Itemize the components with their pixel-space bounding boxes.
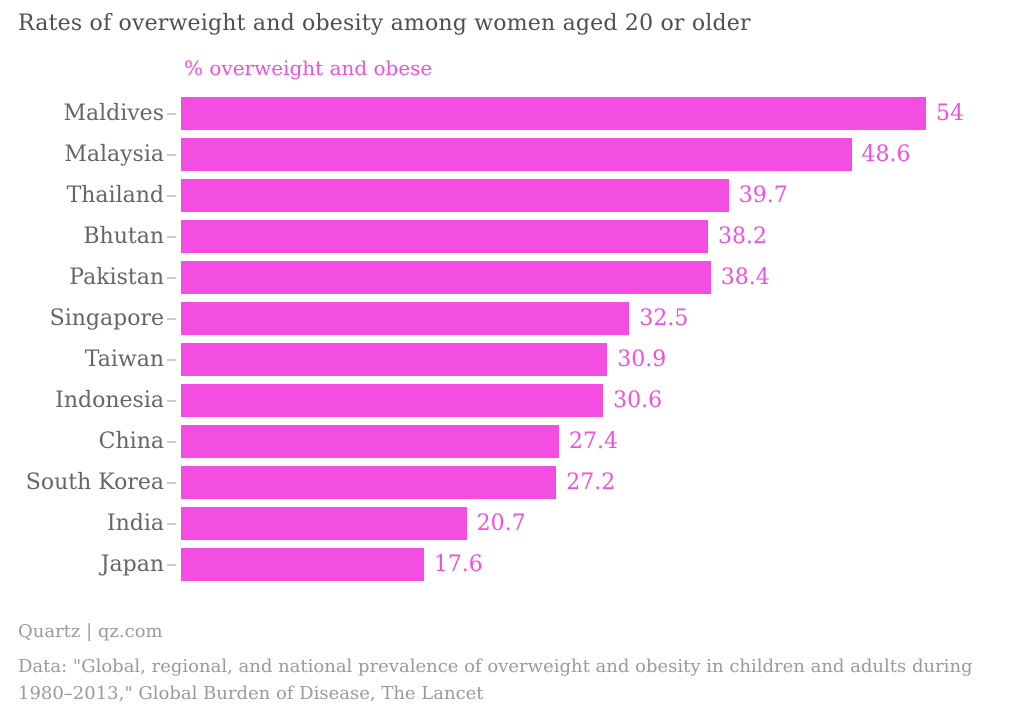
value-label: 32.5 [639,306,689,331]
value-label: 48.6 [861,142,911,167]
bar [181,220,709,253]
bar-row: India 20.7 [0,503,1024,544]
bar-row: China 27.4 [0,421,1024,462]
category-label: Maldives [63,101,164,126]
bar [181,384,604,417]
bar-row: Thailand 39.7 [0,175,1024,216]
bar-row: Malaysia 48.6 [0,134,1024,175]
value-label: 17.6 [433,552,483,577]
axis-tick-mark [167,194,176,197]
axis-tick-mark [167,112,176,115]
value-label: 30.6 [613,388,663,413]
category-label: Taiwan [84,347,164,372]
category-label: Japan [100,552,164,577]
axis-tick-mark [167,522,176,525]
category-label: Singapore [49,306,164,331]
bar [181,466,557,499]
value-label: 38.2 [718,224,767,249]
bar [181,302,630,335]
category-label: Malaysia [64,142,164,167]
chart-title: Rates of overweight and obesity among wo… [18,11,751,36]
axis-tick-mark [167,235,176,238]
value-label: 39.7 [738,183,788,208]
axis-tick-mark [167,440,176,443]
axis-tick-mark [167,563,176,566]
category-label: Bhutan [83,224,164,249]
axis-tick-mark [167,276,176,279]
bar-row: Indonesia 30.6 [0,380,1024,421]
data-note-line-2: 1980–2013," Global Burden of Disease, Th… [18,683,484,704]
bar-row: Maldives 54 [0,93,1024,134]
axis-tick-mark [167,358,176,361]
value-label: 54 [936,101,964,126]
value-label: 20.7 [476,511,526,536]
data-note-line-1: Data: "Global, regional, and national pr… [18,656,973,677]
axis-tick-mark [167,317,176,320]
bar [181,507,467,540]
category-label: Indonesia [55,388,164,413]
bar-row: South Korea 27.2 [0,462,1024,503]
bar-row: Bhutan 38.2 [0,216,1024,257]
category-label: Thailand [66,183,164,208]
series-legend: % overweight and obese [184,56,433,80]
bar [181,425,560,458]
bar [181,343,608,376]
bar-row: Japan 17.6 [0,544,1024,585]
value-label: 27.4 [569,429,618,454]
bar [181,138,852,171]
value-label: 30.9 [617,347,667,372]
category-label: Pakistan [69,265,164,290]
bar-row: Pakistan 38.4 [0,257,1024,298]
value-label: 27.2 [566,470,616,495]
bar-row: Taiwan 30.9 [0,339,1024,380]
bar [181,261,711,294]
bar-row: Singapore 32.5 [0,298,1024,339]
axis-tick-mark [167,481,176,484]
category-label: China [98,429,164,454]
bar [181,548,424,581]
category-label: South Korea [25,470,164,495]
value-label: 38.4 [720,265,770,290]
source-credit: Quartz | qz.com [18,621,163,642]
axis-tick-mark [167,399,176,402]
bar [181,97,926,130]
category-label: India [106,511,164,536]
bar-chart: Maldives 54 Malaysia 48.6 Thailand 39.7 Bhutan… [0,93,1024,585]
bar [181,179,729,212]
axis-tick-mark [167,153,176,156]
